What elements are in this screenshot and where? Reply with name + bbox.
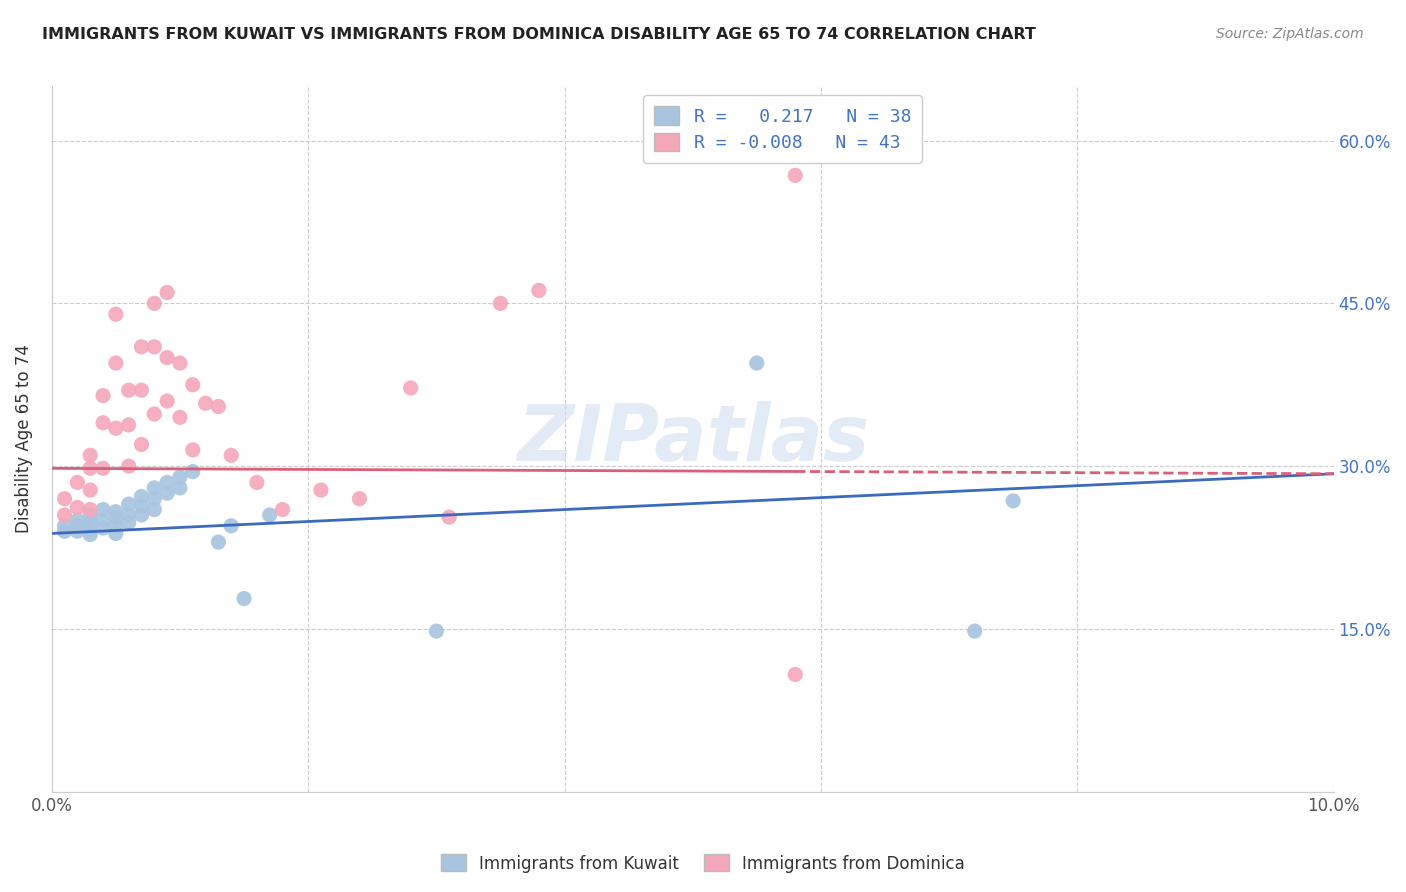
Point [104,307,127,321]
Point [91,521,114,535]
Point [66,519,89,533]
Point [66,475,89,490]
Point [91,502,114,516]
Point [66,500,89,515]
Point [156,475,179,490]
Text: IMMIGRANTS FROM KUWAIT VS IMMIGRANTS FROM DOMINICA DISABILITY AGE 65 TO 74 CORRE: IMMIGRANTS FROM KUWAIT VS IMMIGRANTS FRO… [42,27,1036,42]
Point [143,407,166,421]
Point [53,519,76,533]
Point [91,461,114,475]
Point [219,519,242,533]
Point [79,483,101,497]
Point [309,483,332,497]
Point [79,508,101,522]
Legend: Immigrants from Kuwait, Immigrants from Dominica: Immigrants from Kuwait, Immigrants from … [434,847,972,880]
Point [131,508,153,522]
Point [745,356,768,370]
Point [79,448,101,462]
Point [118,417,141,432]
Point [271,502,294,516]
Point [437,510,460,524]
Point [246,475,269,490]
Point [169,356,191,370]
Point [118,497,141,511]
Point [169,410,191,425]
Point [104,505,127,519]
Point [143,340,166,354]
Point [156,351,179,365]
Text: Source: ZipAtlas.com: Source: ZipAtlas.com [1216,27,1364,41]
Y-axis label: Disability Age 65 to 74: Disability Age 65 to 74 [15,344,32,533]
Point [963,624,986,639]
Text: ZIPatlas: ZIPatlas [516,401,869,477]
Legend: R =   0.217   N = 38, R = -0.008   N = 43: R = 0.217 N = 38, R = -0.008 N = 43 [643,95,922,163]
Point [169,470,191,484]
Point [143,481,166,495]
Point [169,481,191,495]
Point [425,624,447,639]
Point [118,459,141,474]
Point [233,591,256,606]
Point [181,442,204,457]
Point [131,500,153,514]
Point [785,667,807,681]
Point [259,508,281,522]
Point [104,526,127,541]
Point [131,340,153,354]
Point [527,284,550,298]
Point [156,285,179,300]
Point [207,535,229,549]
Point [181,465,204,479]
Point [156,486,179,500]
Point [143,296,166,310]
Point [399,381,422,395]
Point [349,491,371,506]
Point [79,516,101,530]
Point [79,502,101,516]
Point [156,394,179,409]
Point [118,508,141,522]
Point [104,356,127,370]
Point [131,490,153,504]
Point [53,508,76,522]
Point [194,396,217,410]
Point [118,516,141,530]
Point [143,491,166,506]
Point [79,527,101,541]
Point [104,421,127,435]
Point [91,389,114,403]
Point [143,502,166,516]
Point [104,519,127,533]
Point [79,522,101,536]
Point [131,437,153,451]
Point [181,377,204,392]
Point [79,461,101,475]
Point [104,511,127,525]
Point [131,383,153,397]
Point [118,383,141,397]
Point [66,513,89,527]
Point [207,400,229,414]
Point [66,524,89,539]
Point [489,296,512,310]
Point [91,513,114,527]
Point [53,524,76,539]
Point [91,416,114,430]
Point [785,169,807,183]
Point [219,448,242,462]
Point [1002,494,1025,508]
Point [53,491,76,506]
